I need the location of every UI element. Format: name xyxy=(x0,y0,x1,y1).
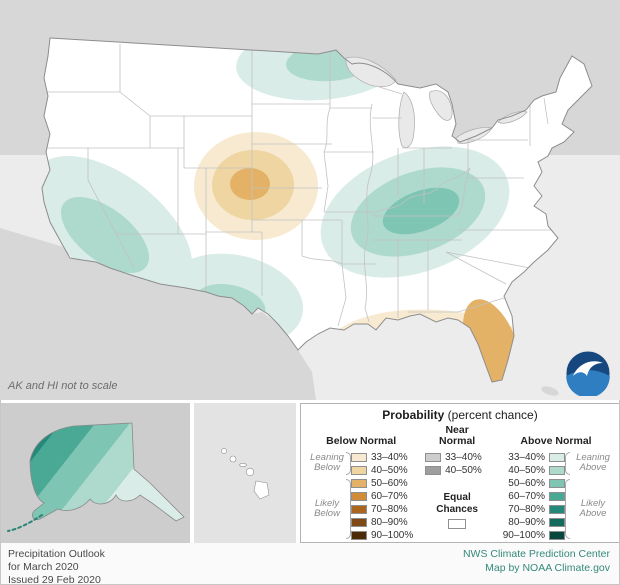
legend-row: 50–60% xyxy=(501,477,565,490)
legend-row: 90–100% xyxy=(501,529,565,542)
island-hawaii xyxy=(253,480,270,500)
lake-huron xyxy=(429,90,453,121)
leaning-above-brace xyxy=(564,452,570,475)
swatch-near-33-40 xyxy=(425,453,442,462)
alaska-map xyxy=(0,403,190,543)
mexico-landmass xyxy=(0,228,316,400)
footer-line-3: Issued 29 Feb 2020 xyxy=(8,574,101,585)
leaning-above-label: Leaning Above xyxy=(576,451,610,473)
legend-row: 40–50% xyxy=(351,464,413,477)
hawaii-inset xyxy=(194,403,296,543)
legend-row: 70–80% xyxy=(501,503,565,516)
likely-below-brace xyxy=(346,479,351,539)
alaska-shape xyxy=(29,422,185,522)
islands-se xyxy=(541,386,559,396)
likely-above-label: Likely Above xyxy=(579,497,607,519)
swatch-below-60-70 xyxy=(351,492,367,501)
region-ohio-valley-50-60 xyxy=(382,187,460,235)
footer-line-2: for March 2020 xyxy=(8,561,79,574)
legend-row: 33–40% xyxy=(351,451,413,464)
swatch-above-60-70 xyxy=(548,492,565,501)
lake-ontario xyxy=(497,111,528,124)
aleutian-islands xyxy=(7,514,43,532)
conus-map xyxy=(0,0,620,400)
legend-row: 60–70% xyxy=(351,490,413,503)
region-high-plains-50-60 xyxy=(230,168,270,200)
hawaii-panel-background xyxy=(194,403,296,543)
noaa-sea xyxy=(566,370,610,396)
us-outline xyxy=(41,37,593,383)
legend-row: 60–70% xyxy=(501,490,565,503)
likely-above-brace xyxy=(564,479,570,539)
island-oahu xyxy=(229,455,237,463)
noaa-seagull-icon xyxy=(573,361,603,376)
island-kauai xyxy=(221,448,227,454)
footer: Precipitation Outlook for March 2020 Iss… xyxy=(0,543,620,585)
island-molokai xyxy=(239,462,247,467)
scale-note: AK and HI not to scale xyxy=(8,380,118,392)
swatch-near-40-50 xyxy=(425,466,442,475)
equal-chances-label: Equal Chances xyxy=(436,492,478,515)
near-normal-header: Near Normal xyxy=(439,423,476,448)
legend-row: 33–40% xyxy=(501,451,565,464)
us-landmass xyxy=(42,38,592,382)
legend-row: 40–50% xyxy=(425,464,489,477)
hawaii-map xyxy=(194,403,296,543)
legend-near-normal: Near Normal 33–40% 40–50% Equal Chances xyxy=(425,423,489,542)
legend-above-normal: Above Normal 33–40% 40–50% 50–60% 60–70%… xyxy=(501,425,611,542)
likely-below-label: Likely Below xyxy=(314,497,340,519)
state-borders xyxy=(43,44,558,327)
lake-michigan xyxy=(398,91,415,148)
swatch-below-50-60 xyxy=(351,479,367,488)
footer-credit-1: NWS Climate Prediction Center xyxy=(462,548,610,560)
swatch-below-80-90 xyxy=(351,518,367,527)
leaning-below-label: Leaning Below xyxy=(310,451,344,473)
legend-panel: Probability (percent chance) Below Norma… xyxy=(300,403,620,543)
swatch-above-40-50 xyxy=(548,466,565,475)
above-normal-header: Above Normal xyxy=(520,435,592,448)
footer-issuance: Precipitation Outlook for March 2020 Iss… xyxy=(8,548,105,585)
conus-map-area: AK and HI not to scale xyxy=(0,0,620,400)
legend-row: 40–50% xyxy=(501,464,565,477)
legend-row: 80–90% xyxy=(351,516,413,529)
leaning-below-brace xyxy=(346,452,351,475)
hawaii-islands xyxy=(221,448,270,500)
legend-row: 90–100% xyxy=(351,529,413,542)
legend-row: 70–80% xyxy=(351,503,413,516)
island-maui xyxy=(245,467,255,477)
insets-and-legend: Probability (percent chance) Below Norma… xyxy=(0,400,620,543)
legend-below-normal: Below Normal Leaning Below Likely Below … xyxy=(309,425,413,542)
swatch-above-70-80 xyxy=(548,505,565,514)
alaska-inset xyxy=(0,403,190,543)
footer-credit-2: Map by NOAA Climate.gov xyxy=(485,561,610,574)
swatch-above-80-90 xyxy=(548,518,565,527)
swatch-above-90-100 xyxy=(548,531,565,540)
legend-row: 50–60% xyxy=(351,477,413,490)
lake-superior xyxy=(345,56,397,88)
swatch-below-33-40 xyxy=(351,453,367,462)
footer-credits: NWS Climate Prediction Center Map by NOA… xyxy=(463,548,610,575)
swatch-above-50-60 xyxy=(548,479,565,488)
swatch-above-33-40 xyxy=(548,453,565,462)
legend-row: 80–90% xyxy=(501,516,565,529)
legend-row: 33–40% xyxy=(425,451,489,464)
legend-title: Probability (percent chance) xyxy=(382,408,538,422)
below-normal-header: Below Normal xyxy=(326,435,397,448)
noaa-seal-icon xyxy=(565,350,611,396)
swatch-equal-chances xyxy=(448,519,467,529)
swatch-below-90-100 xyxy=(351,531,367,540)
swatch-below-70-80 xyxy=(351,505,367,514)
noaa-logo xyxy=(565,350,611,396)
footer-line-1: Precipitation Outlook xyxy=(8,548,105,560)
swatch-below-40-50 xyxy=(351,466,367,475)
great-lakes xyxy=(345,56,528,148)
